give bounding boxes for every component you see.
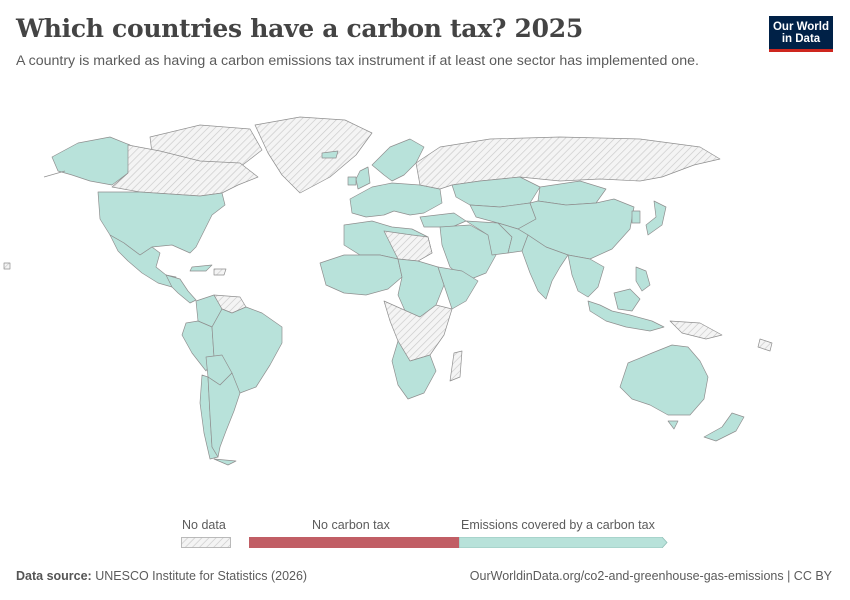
- region-malaysia-indonesia[interactable]: [587, 300, 665, 332]
- region-argentina[interactable]: [207, 372, 241, 458]
- region-alaska[interactable]: [51, 136, 131, 186]
- region-west-africa[interactable]: [319, 254, 403, 296]
- source-url[interactable]: OurWorldinData.org/co2-and-greenhouse-ga…: [469, 569, 832, 583]
- region-tasmania[interactable]: [667, 420, 679, 430]
- region-europe[interactable]: [349, 182, 443, 218]
- data-source: Data source: UNESCO Institute for Statis…: [16, 569, 307, 583]
- region-aleutians[interactable]: [43, 170, 66, 178]
- region-hispaniola[interactable]: [213, 268, 227, 276]
- world-map[interactable]: [0, 95, 850, 495]
- logo-line-1: Our World: [772, 21, 829, 33]
- region-new-guinea[interactable]: [669, 320, 723, 340]
- owid-logo[interactable]: Our World in Data: [769, 16, 833, 52]
- region-tierra[interactable]: [213, 458, 237, 466]
- region-scandinavia[interactable]: [371, 138, 425, 182]
- data-source-label: Data source:: [16, 569, 92, 583]
- region-pacific-islands[interactable]: [757, 338, 773, 352]
- region-greenland[interactable]: [254, 116, 373, 194]
- chart-title: Which countries have a carbon tax? 2025: [16, 14, 583, 43]
- legend-swatch-carbon-tax[interactable]: [459, 537, 669, 548]
- region-uk[interactable]: [355, 166, 371, 190]
- legend-label-no-carbon-tax: No carbon tax: [312, 518, 390, 532]
- region-mainland-sea[interactable]: [567, 254, 605, 298]
- region-borneo[interactable]: [613, 288, 641, 312]
- region-canada[interactable]: [111, 144, 259, 197]
- chart-subtitle: A country is marked as having a carbon e…: [16, 53, 699, 69]
- region-central-america[interactable]: [165, 274, 197, 304]
- region-horn-africa[interactable]: [437, 266, 479, 310]
- legend-swatch-no-carbon-tax[interactable]: [249, 537, 459, 548]
- region-caribbean[interactable]: [189, 264, 213, 272]
- region-india[interactable]: [521, 234, 569, 300]
- region-mongolia[interactable]: [537, 180, 607, 206]
- region-australia[interactable]: [619, 344, 709, 416]
- region-new-zealand[interactable]: [703, 412, 745, 442]
- region-ireland[interactable]: [347, 176, 357, 186]
- legend-label-carbon-tax: Emissions covered by a carbon tax: [461, 518, 655, 532]
- region-turkey[interactable]: [419, 212, 467, 228]
- region-hawaii[interactable]: [3, 262, 11, 270]
- region-southern-africa[interactable]: [391, 340, 437, 400]
- region-iceland[interactable]: [321, 150, 339, 159]
- region-japan[interactable]: [645, 200, 667, 236]
- legend-swatch-no-data[interactable]: [181, 537, 231, 548]
- region-russia[interactable]: [415, 136, 721, 190]
- legend-label-no-data: No data: [182, 518, 226, 532]
- logo-line-2: in Data: [781, 33, 821, 45]
- region-philippines[interactable]: [635, 266, 651, 292]
- region-middle-east[interactable]: [439, 224, 497, 282]
- region-madagascar[interactable]: [449, 350, 463, 382]
- region-korea[interactable]: [631, 210, 641, 224]
- data-source-text[interactable]: UNESCO Institute for Statistics (2026): [95, 569, 308, 583]
- region-mexico[interactable]: [109, 234, 177, 288]
